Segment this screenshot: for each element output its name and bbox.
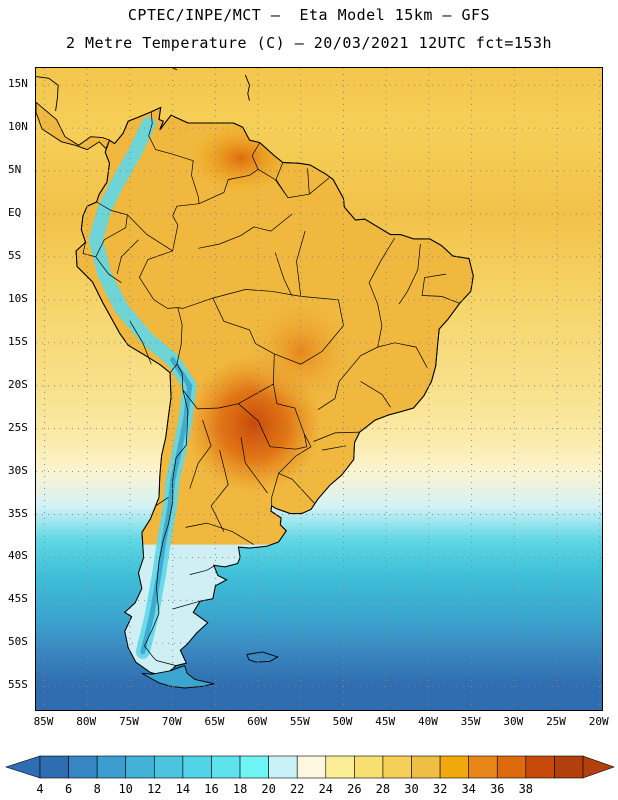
colorbar-swatch: [496, 755, 527, 779]
map-panel: [35, 67, 603, 711]
longitude-label: 35W: [460, 715, 481, 728]
colorbar-swatch: [382, 755, 412, 779]
latitude-label: 15N: [8, 77, 28, 91]
longitude-label: 70W: [161, 715, 182, 728]
latitude-label: 15S: [8, 334, 28, 348]
colorbar-swatch: [125, 755, 155, 779]
colorbar-tick-label: 36: [490, 782, 505, 796]
colorbar-swatch: [154, 755, 184, 779]
coastline: [75, 106, 474, 677]
latitude-label: 5S: [8, 248, 22, 262]
longitude-label: 60W: [247, 715, 268, 728]
colorbar-tick-label: 24: [318, 782, 334, 796]
longitude-label: 65W: [204, 715, 225, 728]
latitude-label: 10S: [8, 291, 28, 305]
longitude-label: 50W: [332, 715, 353, 728]
latitude-label: 50S: [8, 635, 28, 649]
longitude-label: 80W: [76, 715, 97, 728]
colorbar-swatch: [96, 755, 127, 779]
central-brazil-warm-spot: [240, 291, 361, 412]
colorbar-swatch: [325, 755, 355, 779]
longitude-label: 45W: [375, 715, 396, 728]
colorbar-tick-label: 28: [375, 782, 391, 796]
longitude-label: 55W: [289, 715, 310, 728]
colorbar-tick-label: 20: [261, 782, 276, 796]
latitude-label: 20S: [8, 377, 28, 391]
falkland-islands: [246, 651, 279, 663]
colorbar-tick-label: 4: [36, 782, 44, 796]
colorbar-tick-label: 34: [461, 782, 476, 796]
latitude-label: 55S: [8, 678, 28, 692]
latitude-label: 30S: [8, 463, 28, 477]
longitude-label: 25W: [546, 715, 566, 728]
latitude-label: 25S: [8, 420, 28, 434]
longitude-label: 20W: [588, 715, 609, 728]
colorbar-tick-label: 8: [93, 782, 101, 796]
country-borders: [82, 111, 460, 666]
colorbar-swatch: [296, 755, 327, 779]
colorbar-swatch: [468, 755, 498, 779]
colorbar-swatch: [439, 755, 469, 779]
longitude-label: 75W: [119, 715, 139, 728]
latitude-label: 5N: [8, 163, 22, 176]
latitude-label: 10N: [8, 120, 28, 134]
colorbar-tick-label: 6: [64, 782, 73, 796]
temperature-colorbar: [5, 755, 615, 779]
colorbar-high-arrow: [582, 755, 615, 779]
colorbar-swatch: [239, 755, 269, 779]
latitude-label: 40S: [8, 549, 28, 563]
latitude-label: EQ: [8, 206, 22, 219]
colorbar-swatch: [411, 755, 441, 779]
colorbar-swatch: [354, 755, 384, 779]
colorbar-tick-label: 30: [404, 782, 419, 796]
colorbar-swatch: [554, 755, 584, 779]
tierra-del-fuego: [141, 665, 214, 689]
colorbar-tick-label: 10: [118, 782, 133, 796]
colorbar-swatch: [68, 755, 98, 779]
colorbar-tick-label: 26: [347, 782, 362, 796]
colorbar-tick-label: 16: [204, 782, 219, 796]
longitude-label: 85W: [33, 715, 54, 728]
longitude-label: 40W: [417, 715, 438, 728]
colorbar-tick-label: 14: [175, 782, 191, 796]
caribbean-coast-fragment: [36, 68, 250, 111]
colorbar-low-arrow: [5, 755, 41, 779]
colorbar-swatch: [39, 755, 69, 779]
map-title-line-2: 2 Metre Temperature (C) – 20/03/2021 12U…: [65, 34, 553, 52]
central-america: [36, 101, 111, 151]
andes-cold-core: [140, 357, 193, 655]
colorbar-tick-label: 32: [432, 782, 448, 796]
colorbar-tick-label: 18: [232, 782, 248, 796]
temperature-map: [36, 68, 602, 710]
latitude-label: 45S: [8, 592, 28, 606]
colorbar-tick-label: 38: [518, 782, 534, 796]
colorbar-swatch: [525, 755, 555, 779]
colorbar-swatch: [268, 755, 298, 779]
colorbar-tick-label: 22: [289, 782, 305, 796]
colorbar-swatch: [182, 755, 212, 779]
longitude-label: 30W: [503, 715, 524, 728]
colorbar-swatch: [211, 755, 241, 779]
latitude-label: 35S: [8, 506, 28, 520]
map-title-line-1: CPTEC/INPE/MCT – Eta Model 15km – GFS: [127, 6, 491, 24]
colorbar-tick-label: 12: [147, 782, 162, 796]
